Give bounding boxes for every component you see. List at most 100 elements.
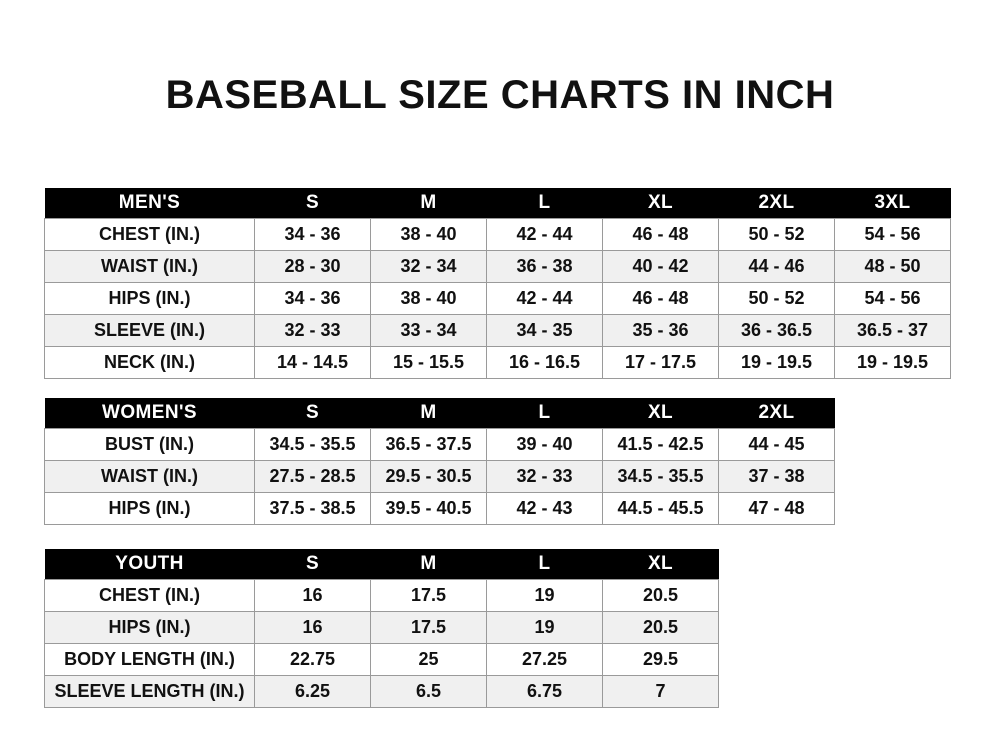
youth-size-table: YOUTH S M L XL CHEST (IN.) 16 17.5 19 20.5 HIPS (I…	[44, 549, 719, 708]
measurement-value: 54 - 56	[834, 282, 951, 315]
measurement-label: BUST (IN.)	[44, 428, 255, 461]
measurement-value: 38 - 40	[370, 282, 487, 315]
measurement-value: 36 - 38	[486, 250, 603, 283]
measurement-value: 46 - 48	[602, 282, 719, 315]
measurement-label: CHEST (IN.)	[44, 218, 255, 251]
category-header-womens: WOMEN'S	[44, 398, 255, 429]
size-column-header: XL	[602, 188, 719, 219]
table-header-row: YOUTH S M L XL	[44, 549, 719, 580]
measurement-label: HIPS (IN.)	[44, 492, 255, 525]
category-header-mens: MEN'S	[44, 188, 255, 219]
measurement-value: 22.75	[254, 643, 371, 676]
measurement-value: 27.25	[486, 643, 603, 676]
measurement-value: 34 - 36	[254, 282, 371, 315]
measurement-value: 7	[602, 675, 719, 708]
measurement-value: 44.5 - 45.5	[602, 492, 719, 525]
measurement-label: BODY LENGTH (IN.)	[44, 643, 255, 676]
measurement-value: 28 - 30	[254, 250, 371, 283]
measurement-label: HIPS (IN.)	[44, 611, 255, 644]
measurement-value: 37.5 - 38.5	[254, 492, 371, 525]
size-column-header: 3XL	[834, 188, 951, 219]
mens-size-table: MEN'S S M L XL 2XL 3XL CHEST (IN.) 34 - 36 38 - 4…	[44, 188, 951, 379]
measurement-value: 19	[486, 611, 603, 644]
table-row: WAIST (IN.) 27.5 - 28.5 29.5 - 30.5 32 - 33…	[44, 460, 835, 493]
measurement-value: 50 - 52	[718, 282, 835, 315]
measurement-label: NECK (IN.)	[44, 346, 255, 379]
measurement-value: 36 - 36.5	[718, 314, 835, 347]
measurement-value: 15 - 15.5	[370, 346, 487, 379]
measurement-value: 41.5 - 42.5	[602, 428, 719, 461]
measurement-value: 29.5	[602, 643, 719, 676]
size-column-header: M	[370, 188, 487, 219]
size-column-header: L	[486, 549, 603, 580]
measurement-value: 34.5 - 35.5	[602, 460, 719, 493]
measurement-value: 48 - 50	[834, 250, 951, 283]
measurement-value: 17.5	[370, 579, 487, 612]
table-row: CHEST (IN.) 34 - 36 38 - 40 42 - 44 46 - 48 5…	[44, 218, 951, 251]
measurement-value: 16	[254, 611, 371, 644]
measurement-value: 37 - 38	[718, 460, 835, 493]
measurement-label: SLEEVE (IN.)	[44, 314, 255, 347]
measurement-value: 36.5 - 37	[834, 314, 951, 347]
measurement-label: SLEEVE LENGTH (IN.)	[44, 675, 255, 708]
size-column-header: S	[254, 398, 371, 429]
size-column-header: XL	[602, 549, 719, 580]
table-row: BUST (IN.) 34.5 - 35.5 36.5 - 37.5 39 - 40 4…	[44, 428, 835, 461]
table-row: SLEEVE LENGTH (IN.) 6.25 6.5 6.75 7	[44, 675, 719, 708]
size-column-header: 2XL	[718, 398, 835, 429]
size-column-header: L	[486, 188, 603, 219]
measurement-value: 46 - 48	[602, 218, 719, 251]
table-row: SLEEVE (IN.) 32 - 33 33 - 34 34 - 35 35 - 36…	[44, 314, 951, 347]
table-row: CHEST (IN.) 16 17.5 19 20.5	[44, 579, 719, 612]
measurement-value: 44 - 45	[718, 428, 835, 461]
table-header-row: WOMEN'S S M L XL 2XL	[44, 398, 835, 429]
measurement-value: 20.5	[602, 579, 719, 612]
measurement-value: 42 - 43	[486, 492, 603, 525]
measurement-value: 16 - 16.5	[486, 346, 603, 379]
size-column-header: XL	[602, 398, 719, 429]
measurement-label: CHEST (IN.)	[44, 579, 255, 612]
measurement-value: 42 - 44	[486, 282, 603, 315]
category-header-youth: YOUTH	[44, 549, 255, 580]
size-column-header: M	[370, 398, 487, 429]
measurement-label: WAIST (IN.)	[44, 460, 255, 493]
measurement-value: 40 - 42	[602, 250, 719, 283]
measurement-value: 38 - 40	[370, 218, 487, 251]
measurement-value: 25	[370, 643, 487, 676]
table-row: WAIST (IN.) 28 - 30 32 - 34 36 - 38 40 - 42 4…	[44, 250, 951, 283]
measurement-label: HIPS (IN.)	[44, 282, 255, 315]
measurement-value: 6.5	[370, 675, 487, 708]
measurement-value: 6.75	[486, 675, 603, 708]
measurement-value: 14 - 14.5	[254, 346, 371, 379]
measurement-value: 19	[486, 579, 603, 612]
measurement-value: 17.5	[370, 611, 487, 644]
size-column-header: M	[370, 549, 487, 580]
measurement-value: 34.5 - 35.5	[254, 428, 371, 461]
table-row: HIPS (IN.) 34 - 36 38 - 40 42 - 44 46 - 48 50…	[44, 282, 951, 315]
womens-size-table: WOMEN'S S M L XL 2XL BUST (IN.) 34.5 - 35.5 36.5…	[44, 398, 835, 525]
measurement-value: 32 - 33	[486, 460, 603, 493]
size-column-header: 2XL	[718, 188, 835, 219]
size-column-header: L	[486, 398, 603, 429]
measurement-value: 36.5 - 37.5	[370, 428, 487, 461]
measurement-value: 32 - 34	[370, 250, 487, 283]
table-row: HIPS (IN.) 37.5 - 38.5 39.5 - 40.5 42 - 43 4…	[44, 492, 835, 525]
size-column-header: S	[254, 549, 371, 580]
measurement-value: 6.25	[254, 675, 371, 708]
measurement-value: 35 - 36	[602, 314, 719, 347]
measurement-value: 47 - 48	[718, 492, 835, 525]
table-row: HIPS (IN.) 16 17.5 19 20.5	[44, 611, 719, 644]
measurement-value: 29.5 - 30.5	[370, 460, 487, 493]
measurement-value: 27.5 - 28.5	[254, 460, 371, 493]
measurement-value: 32 - 33	[254, 314, 371, 347]
measurement-value: 44 - 46	[718, 250, 835, 283]
table-row: NECK (IN.) 14 - 14.5 15 - 15.5 16 - 16.5 17 …	[44, 346, 951, 379]
measurement-value: 16	[254, 579, 371, 612]
table-row: BODY LENGTH (IN.) 22.75 25 27.25 29.5	[44, 643, 719, 676]
measurement-value: 34 - 36	[254, 218, 371, 251]
measurement-value: 33 - 34	[370, 314, 487, 347]
page-title: BASEBALL SIZE CHARTS IN INCH	[165, 73, 835, 117]
measurement-value: 50 - 52	[718, 218, 835, 251]
measurement-value: 54 - 56	[834, 218, 951, 251]
measurement-value: 34 - 35	[486, 314, 603, 347]
